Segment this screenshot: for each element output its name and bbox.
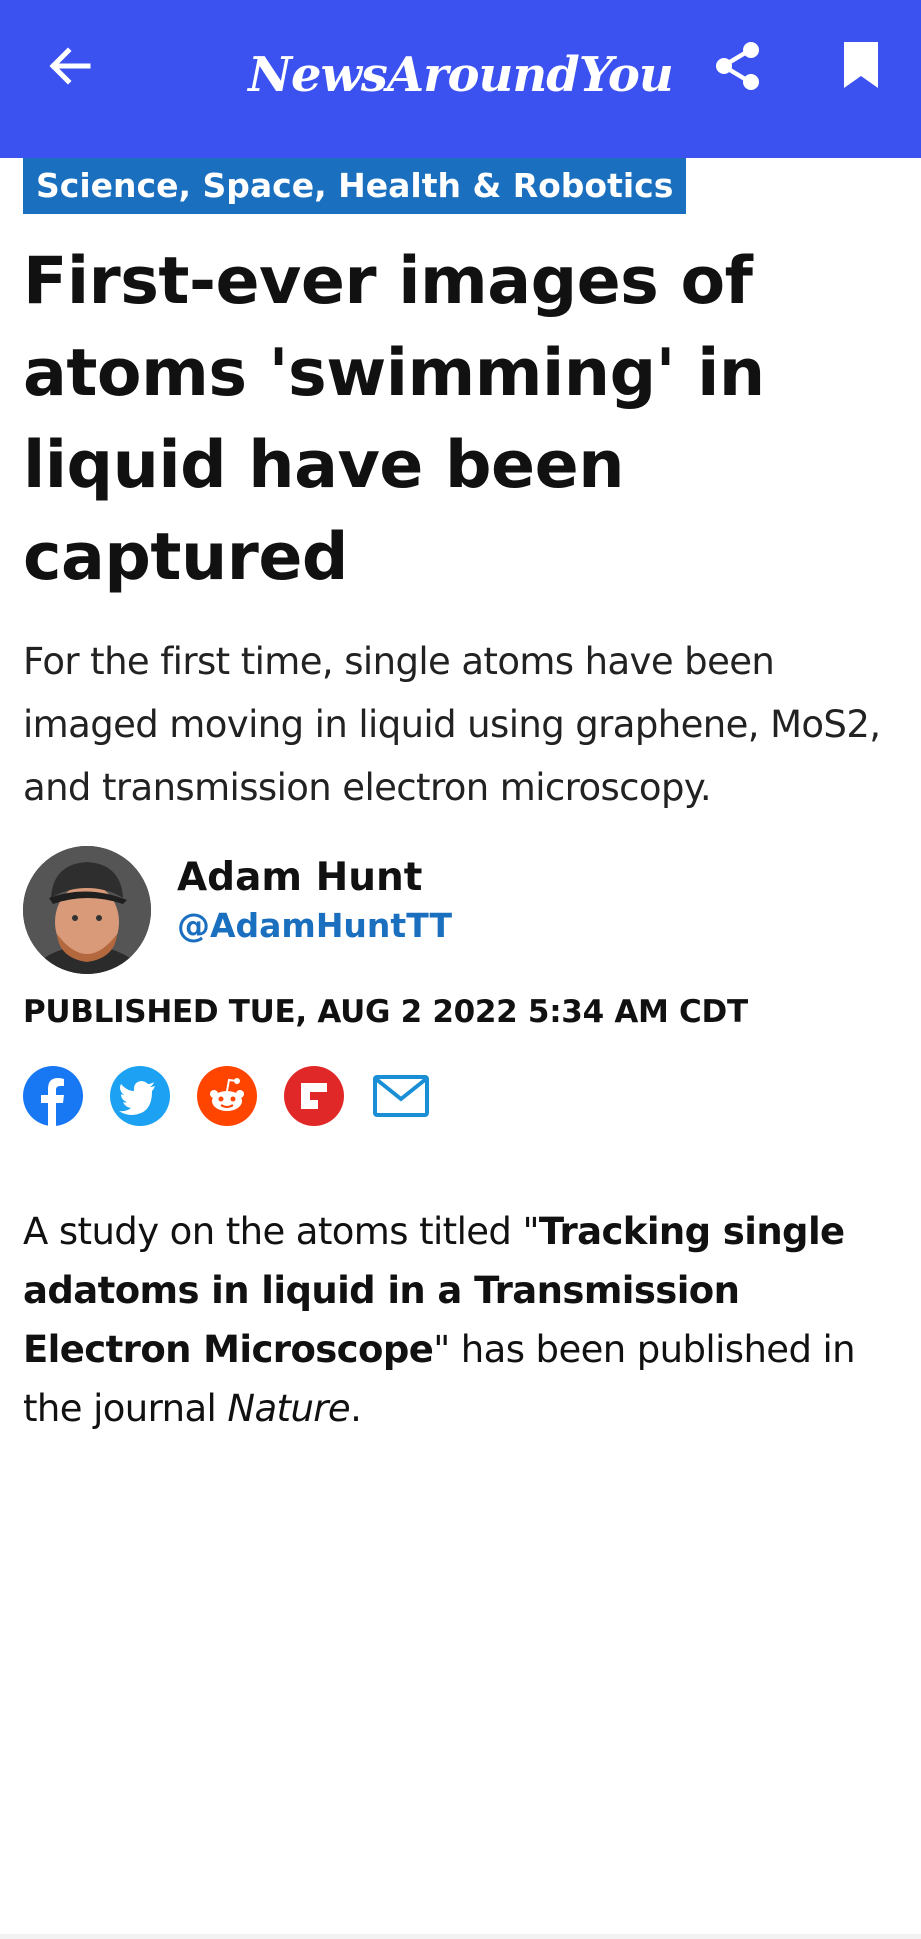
body-intro-text: A study on the atoms titled " <box>23 1210 539 1253</box>
study-title: Tracking single adatoms in liquid in a T… <box>23 1210 845 1371</box>
article-subheading: For the first time, single atoms have be… <box>23 640 881 809</box>
email-icon[interactable] <box>371 1066 431 1126</box>
back-arrow-icon[interactable] <box>44 40 96 92</box>
app-logo: NewsAroundYou <box>248 47 674 103</box>
twitter-icon[interactable] <box>110 1066 170 1126</box>
article-headline: First-ever images of atoms 'swimming' in… <box>23 244 765 595</box>
published-date: PUBLISHED TUE, AUG 2 2022 5:34 AM CDT <box>23 994 748 1030</box>
body-end-text: . <box>350 1387 362 1430</box>
reddit-icon[interactable] <box>197 1066 257 1126</box>
author-handle-link[interactable]: @AdamHuntTT <box>177 906 452 945</box>
bookmark-icon[interactable] <box>835 40 887 92</box>
facebook-icon[interactable] <box>23 1066 83 1126</box>
flipboard-icon[interactable] <box>284 1066 344 1126</box>
bottom-divider <box>0 1934 921 1939</box>
author-byline: Adam Hunt @AdamHuntTT <box>23 846 903 976</box>
author-avatar[interactable] <box>23 846 151 974</box>
share-icon[interactable] <box>712 40 764 92</box>
journal-name: Nature <box>227 1387 351 1430</box>
article-body-paragraph: A study on the atoms titled "Tracking si… <box>23 1202 908 1438</box>
author-name: Adam Hunt <box>177 855 423 900</box>
app-bar: NewsAroundYou <box>0 0 921 158</box>
category-tag[interactable]: Science, Space, Health & Robotics <box>23 158 687 214</box>
body-middle-text: " has been published in the journal <box>23 1328 856 1430</box>
